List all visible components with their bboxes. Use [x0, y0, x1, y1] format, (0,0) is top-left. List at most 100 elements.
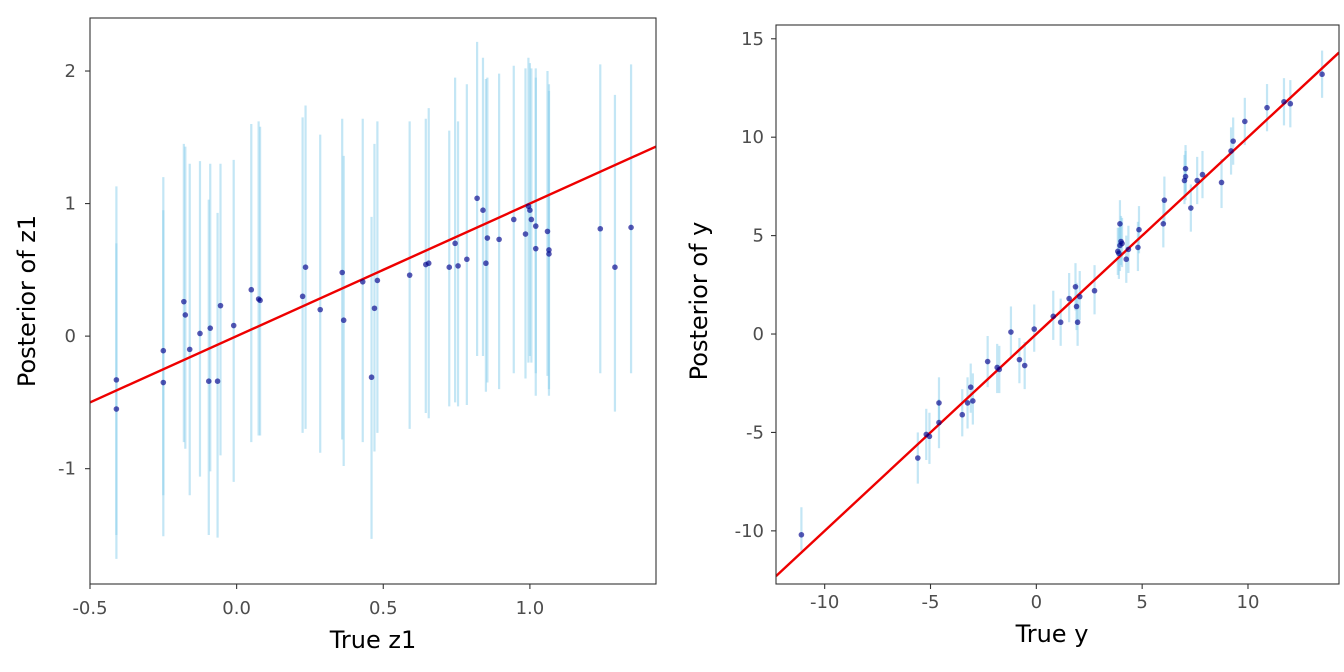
- y-point: [1066, 295, 1072, 302]
- y-point: [1074, 319, 1081, 326]
- y-point: [1199, 171, 1206, 178]
- y-point: [1016, 356, 1023, 363]
- y-point: [926, 433, 933, 440]
- z1-point: [371, 305, 378, 312]
- z1-point: [374, 277, 381, 284]
- y-point: [1182, 165, 1189, 172]
- z1-point: [597, 225, 604, 232]
- z1-point: [452, 240, 458, 247]
- y-x-tick-label: 5: [1136, 592, 1147, 613]
- y-y-ticks: -10 -5 0 5 10 15: [735, 29, 776, 542]
- z1-point: [214, 378, 221, 384]
- z1-point: [340, 317, 347, 324]
- z1-point: [205, 378, 212, 384]
- z1-y-ticks: -1 0 1 2: [58, 61, 90, 480]
- y-panel: -10 -5 0 5 10 -10 -5 0 5 10 15 True y Posterior o…: [685, 24, 1340, 648]
- z1-x-ticks: -0.5 0.0 0.5 1.0: [72, 584, 544, 619]
- y-point: [936, 419, 942, 426]
- y-point: [984, 358, 991, 365]
- z1-point: [339, 269, 346, 276]
- z1-point: [181, 298, 187, 305]
- z1-point: [528, 216, 535, 223]
- z1-point: [532, 223, 539, 229]
- z1-point: [317, 306, 324, 313]
- y-point: [1135, 244, 1141, 251]
- z1-point: [368, 374, 375, 381]
- y-point: [1021, 362, 1028, 369]
- z1-point: [230, 322, 237, 329]
- z1-point: [464, 256, 470, 263]
- y-point: [1072, 283, 1079, 290]
- z1-point: [160, 347, 167, 354]
- z1-point: [527, 207, 533, 214]
- y-point: [915, 455, 921, 461]
- z1-point: [446, 264, 453, 270]
- y-point: [936, 400, 942, 406]
- z1-point: [207, 325, 214, 331]
- z1-panel: -0.5 0.0 0.5 1.0 -1 0 1 2 True z1 Posterior of…: [13, 17, 657, 654]
- y-point: [1242, 118, 1248, 125]
- z1-panel-border: [89, 17, 657, 585]
- y-point: [1287, 100, 1294, 107]
- z1-y-tick-label: 2: [65, 61, 76, 82]
- z1-point: [113, 406, 120, 412]
- z1-point: [248, 286, 255, 293]
- y-panel-border: [775, 24, 1340, 585]
- y-point: [970, 398, 976, 404]
- y-point: [964, 400, 971, 406]
- y-x-axis-title: True y: [1015, 620, 1089, 648]
- y-point: [1281, 98, 1287, 105]
- z1-point: [532, 245, 539, 252]
- y-point: [1161, 197, 1168, 203]
- y-x-tick-label: -10: [810, 592, 839, 613]
- z1-point: [182, 312, 189, 318]
- z1-point: [113, 377, 120, 383]
- z1-point: [484, 235, 491, 241]
- y-y-tick-label: 15: [741, 29, 764, 50]
- z1-point: [544, 228, 551, 235]
- z1-points: [113, 195, 634, 412]
- z1-point: [302, 264, 309, 270]
- z1-point: [299, 293, 306, 300]
- z1-fit-line: [90, 145, 656, 404]
- z1-point: [160, 379, 167, 386]
- z1-point: [480, 207, 486, 214]
- y-point: [967, 384, 974, 390]
- y-point: [1218, 179, 1225, 186]
- y-point: [798, 531, 805, 538]
- z1-point: [406, 272, 413, 278]
- y-point: [1031, 326, 1038, 332]
- y-y-tick-label: -5: [746, 422, 764, 443]
- y-point: [1160, 220, 1167, 227]
- z1-x-tick-label: 0.5: [369, 598, 398, 619]
- y-point: [959, 411, 966, 418]
- z1-point: [186, 346, 193, 353]
- y-point: [1194, 177, 1200, 184]
- y-x-ticks: -10 -5 0 5 10: [810, 584, 1259, 613]
- y-point: [1116, 250, 1122, 257]
- z1-point: [546, 247, 552, 253]
- y-point: [1264, 104, 1270, 111]
- z1-y-tick-label: -1: [58, 459, 76, 480]
- z1-point: [197, 330, 203, 337]
- z1-x-tick-label: 0.0: [222, 598, 251, 619]
- y-point: [1188, 205, 1194, 211]
- z1-point: [612, 264, 618, 270]
- y-y-tick-label: 10: [741, 127, 764, 148]
- z1-point: [257, 297, 263, 304]
- y-y-tick-label: 5: [753, 226, 764, 247]
- y-point: [1073, 303, 1080, 310]
- y-x-tick-label: 0: [1031, 592, 1042, 613]
- z1-point: [628, 224, 634, 231]
- y-point: [1123, 256, 1130, 263]
- z1-point: [496, 236, 502, 243]
- y-point: [1057, 319, 1064, 326]
- y-fit-layer: [776, 51, 1339, 578]
- z1-point: [425, 260, 432, 267]
- z1-point: [546, 251, 552, 257]
- y-x-tick-label: 10: [1237, 592, 1260, 613]
- y-x-tick-label: -5: [922, 592, 940, 613]
- z1-point: [455, 263, 461, 269]
